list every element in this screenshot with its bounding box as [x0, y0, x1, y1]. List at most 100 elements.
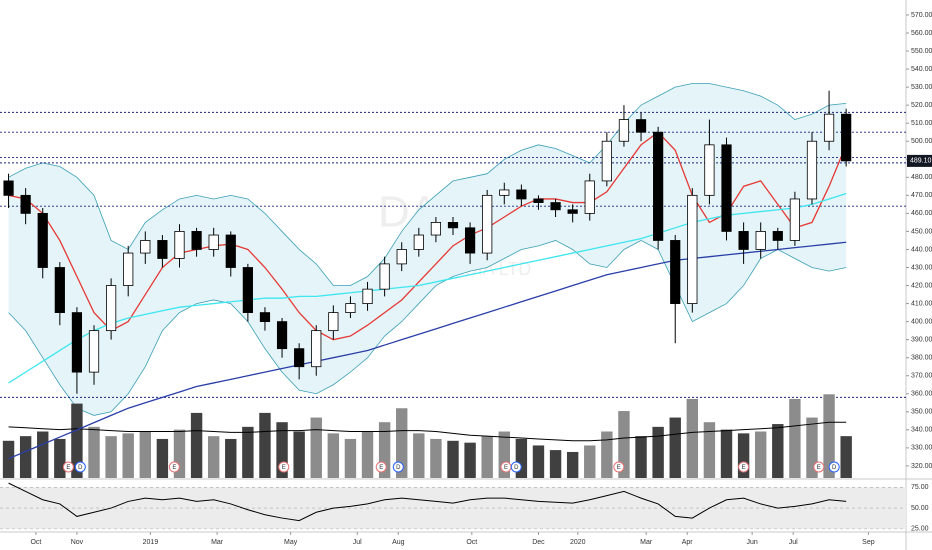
volume-bar	[225, 438, 237, 478]
volume-bar	[652, 426, 664, 478]
y-tick-label: 430.00	[911, 264, 932, 271]
y-tick-label: 540.00	[911, 66, 932, 73]
last-price-tag	[907, 154, 932, 167]
volume-bar	[19, 436, 32, 478]
candle-body	[618, 119, 630, 142]
event-label: E	[66, 465, 70, 471]
event-marker	[62, 461, 74, 473]
candle-body	[584, 180, 595, 214]
volume-bar	[618, 411, 630, 478]
candle-body	[362, 288, 373, 304]
moving-average	[8, 131, 847, 341]
candle-body	[499, 189, 510, 196]
event-label: E	[817, 465, 821, 471]
volume-bar	[464, 442, 476, 478]
volume-bar	[276, 422, 288, 478]
y-tick-label: 560.00	[911, 30, 932, 37]
volume-bar	[207, 436, 220, 478]
event-marker	[278, 461, 290, 473]
event-label: E	[504, 465, 508, 471]
volume-bar	[327, 433, 340, 478]
y-tick-label: 370.00	[911, 373, 932, 380]
candle-body	[379, 263, 390, 290]
candle-body	[106, 285, 117, 332]
event-marker	[738, 461, 750, 473]
band-lower	[8, 239, 847, 416]
candle-body	[123, 252, 134, 286]
candle-body	[806, 140, 818, 200]
candle-body	[294, 348, 305, 368]
y-tick-label: 410.00	[911, 300, 932, 307]
volume-bar	[584, 445, 596, 478]
y-tick-label: 460.00	[911, 210, 932, 217]
rsi-tick-label: 50.00	[911, 505, 929, 512]
volume-bar	[344, 438, 357, 478]
candle-body	[721, 144, 732, 232]
candle-body	[635, 119, 647, 133]
candle-body	[20, 194, 31, 214]
candle-body	[482, 194, 493, 254]
x-tick-label: Mar	[211, 539, 224, 546]
candle-body	[345, 303, 356, 313]
volume-bar	[396, 408, 408, 478]
volume-bar	[789, 398, 801, 478]
volume-bar	[823, 394, 835, 478]
y-tick-label: 360.00	[911, 391, 932, 398]
event-marker	[828, 461, 840, 473]
candle-body	[567, 209, 578, 214]
y-tick-label: 320.00	[911, 463, 932, 470]
volume-bar	[498, 431, 510, 478]
event-label: D	[514, 465, 519, 471]
x-tick-label: Aug	[392, 539, 405, 546]
candle-body	[225, 234, 236, 268]
candle-body	[3, 180, 14, 196]
volume-bar	[481, 436, 493, 478]
volume-bar	[242, 426, 254, 478]
volume-bar	[772, 424, 784, 478]
x-tick-label: Jul	[789, 539, 798, 546]
candle-body	[88, 330, 100, 373]
volume-bar	[669, 417, 681, 478]
candle-body	[259, 312, 271, 323]
volume-bar	[430, 438, 442, 478]
event-label: E	[172, 465, 176, 471]
volume-bar	[2, 440, 15, 478]
y-tick-label: 380.00	[911, 355, 932, 362]
event-label: D	[78, 465, 83, 471]
volume-bar	[310, 417, 322, 478]
event-marker	[74, 461, 86, 473]
candle-body	[772, 231, 783, 241]
volume-bar	[549, 450, 562, 478]
y-tick-label: 480.00	[911, 174, 932, 181]
y-tick-label: 340.00	[911, 427, 932, 434]
x-tick-label: Dec	[532, 539, 545, 546]
candle-body	[738, 231, 749, 250]
volume-bar	[635, 436, 647, 478]
candle-body	[704, 144, 715, 196]
candle-body	[823, 113, 835, 142]
volume-bar	[601, 431, 613, 478]
candle-body	[396, 249, 407, 265]
volume-bar	[54, 438, 66, 478]
event-marker	[613, 461, 625, 473]
y-tick-label: 440.00	[911, 246, 932, 253]
candle-body	[841, 113, 852, 162]
volume-bar	[686, 398, 699, 478]
volume-bar	[378, 422, 391, 478]
candle-body	[71, 312, 83, 373]
volume-bar	[703, 422, 716, 478]
candle-body	[550, 202, 561, 211]
candle-body	[328, 312, 339, 332]
y-tick-label: 500.00	[911, 138, 932, 145]
x-tick-label: Mar	[640, 539, 653, 546]
volume-bar	[122, 433, 134, 478]
candle-body	[533, 198, 544, 203]
volume-bar	[88, 426, 100, 478]
x-tick-label: 2019	[143, 539, 159, 546]
y-tick-label: 400.00	[911, 318, 932, 325]
y-tick-label: 450.00	[911, 228, 932, 235]
volume-bar	[737, 433, 750, 478]
volume-bar	[754, 431, 767, 478]
x-tick-label: Sep	[862, 539, 875, 546]
